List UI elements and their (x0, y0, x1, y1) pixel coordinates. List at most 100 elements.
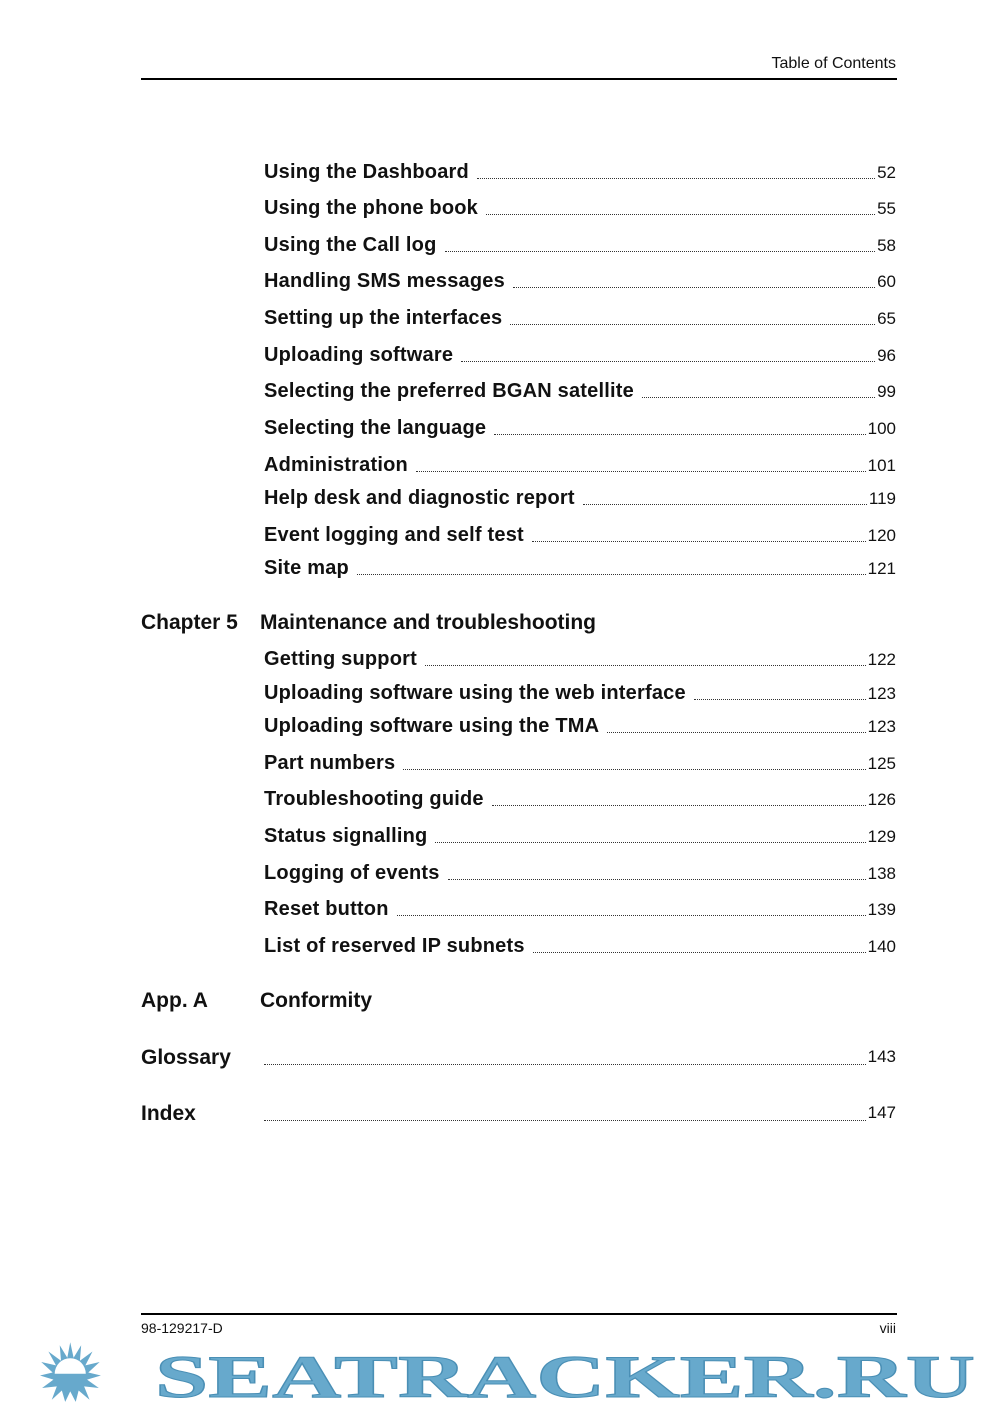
page-number-footer: viii (879, 1320, 896, 1336)
entry-title: Getting support (264, 648, 417, 670)
toc-entry[interactable]: Administration 101 (264, 454, 896, 478)
page-number: 65 (877, 309, 896, 328)
page-number: 123 (867, 717, 896, 736)
header-rule (141, 78, 897, 80)
dot-leader (641, 396, 876, 398)
toc-entry[interactable]: List of reserved IP subnets 140 (264, 935, 896, 959)
page-number: 140 (867, 937, 896, 956)
page-number: 120 (867, 526, 896, 545)
page-number: 52 (877, 163, 896, 182)
dot-leader (435, 841, 866, 843)
entry-title: Using the Call log (264, 234, 437, 256)
toc-entry[interactable]: Getting support 122 (264, 648, 896, 672)
dot-leader (447, 878, 866, 880)
dot-leader (491, 804, 866, 806)
page-number: 119 (868, 489, 896, 508)
toc-entry[interactable]: Uploading software 96 (264, 344, 896, 368)
page-number: 129 (867, 827, 896, 846)
entry-title: Help desk and diagnostic report (264, 487, 575, 509)
dot-leader (607, 731, 866, 733)
chapter-title: Maintenance and troubleshooting (260, 611, 597, 634)
page-number: 122 (867, 650, 896, 669)
index-entry[interactable]: 147 (264, 1103, 896, 1127)
dot-leader (264, 1063, 866, 1065)
entry-title: Setting up the interfaces (264, 307, 503, 329)
glossary-label[interactable]: Glossary (141, 1046, 231, 1069)
index-label[interactable]: Index (141, 1102, 196, 1125)
toc-entry[interactable]: Help desk and diagnostic report 119 (264, 487, 896, 511)
dot-leader (356, 573, 866, 575)
entry-title: List of reserved IP subnets (264, 935, 525, 957)
toc-entry[interactable]: Uploading software using the TMA 123 (264, 715, 896, 739)
page-number: 139 (867, 900, 896, 919)
dot-leader (424, 664, 866, 666)
appendix-title: Conformity (260, 989, 372, 1012)
dot-leader (403, 768, 866, 770)
dot-leader (444, 250, 876, 252)
dot-leader (486, 213, 876, 215)
document-number: 98-129217-D (141, 1320, 223, 1336)
dot-leader (512, 286, 876, 288)
toc-entry[interactable]: Handling SMS messages 60 (264, 270, 896, 294)
entry-title: Selecting the preferred BGAN satellite (264, 380, 634, 402)
dot-leader (532, 951, 866, 953)
toc-entry[interactable]: Uploading software using the web interfa… (264, 682, 896, 706)
dot-leader (582, 503, 867, 505)
appendix-a-heading[interactable]: App. A Conformity (141, 989, 372, 1013)
dot-leader (264, 1119, 866, 1121)
page-number: 123 (867, 684, 896, 703)
page-number: 121 (867, 559, 896, 578)
entry-title: Reset button (264, 898, 389, 920)
page-number: 147 (867, 1103, 896, 1122)
toc-entry[interactable]: Selecting the language 100 (264, 417, 896, 441)
toc-entry[interactable]: Reset button 139 (264, 898, 896, 922)
page-number: 100 (867, 419, 896, 438)
dot-leader (494, 433, 866, 435)
entry-title: Troubleshooting guide (264, 788, 484, 810)
toc-entry[interactable]: Selecting the preferred BGAN satellite 99 (264, 380, 896, 404)
entry-title: Administration (264, 454, 408, 476)
toc-entry[interactable]: Using the Dashboard 52 (264, 161, 896, 185)
chapter-5-heading[interactable]: Chapter 5 Maintenance and troubleshooting (141, 611, 596, 635)
watermark-text: SEATRACKER.RU (155, 1344, 975, 1403)
page-number: 138 (867, 864, 896, 883)
entry-title: Using the phone book (264, 197, 478, 219)
toc-entry[interactable]: Part numbers 125 (264, 752, 896, 776)
glossary-entry[interactable]: 143 (264, 1047, 896, 1071)
toc-entry[interactable]: Event logging and self test 120 (264, 524, 896, 548)
entry-title: Selecting the language (264, 417, 487, 439)
entry-title: Uploading software using the web interfa… (264, 682, 686, 704)
toc-entry[interactable]: Setting up the interfaces 65 (264, 307, 896, 331)
page-number: 99 (877, 382, 896, 401)
page-number: 55 (877, 199, 896, 218)
page-number: 58 (877, 236, 896, 255)
toc-entry[interactable]: Using the Call log 58 (264, 234, 896, 258)
entry-title: Using the Dashboard (264, 161, 469, 183)
chapter-label: Chapter 5 (141, 611, 238, 634)
entry-title: Logging of events (264, 862, 440, 884)
entry-title: Uploading software using the TMA (264, 715, 600, 737)
dot-leader (415, 470, 866, 472)
toc-entry[interactable]: Status signalling 129 (264, 825, 896, 849)
toc-entry[interactable]: Site map 121 (264, 557, 896, 581)
dot-leader (396, 914, 866, 916)
entry-title: Uploading software (264, 344, 454, 366)
entry-title: Handling SMS messages (264, 270, 505, 292)
toc-entry[interactable]: Using the phone book 55 (264, 197, 896, 221)
page-number: 60 (877, 272, 896, 291)
dot-leader (510, 323, 876, 325)
page-number: 101 (867, 456, 896, 475)
toc-entry[interactable]: Logging of events 138 (264, 862, 896, 886)
dot-leader (476, 177, 876, 179)
entry-title: Event logging and self test (264, 524, 524, 546)
footer-rule (141, 1313, 897, 1315)
toc-entry[interactable]: Troubleshooting guide 126 (264, 788, 896, 812)
entry-title: Part numbers (264, 752, 396, 774)
dot-leader (531, 540, 866, 542)
page-number: 143 (867, 1047, 896, 1066)
appendix-label: App. A (141, 989, 208, 1012)
dot-leader (461, 360, 876, 362)
page-number: 96 (877, 346, 896, 365)
page-number: 125 (867, 754, 896, 773)
entry-title: Status signalling (264, 825, 428, 847)
